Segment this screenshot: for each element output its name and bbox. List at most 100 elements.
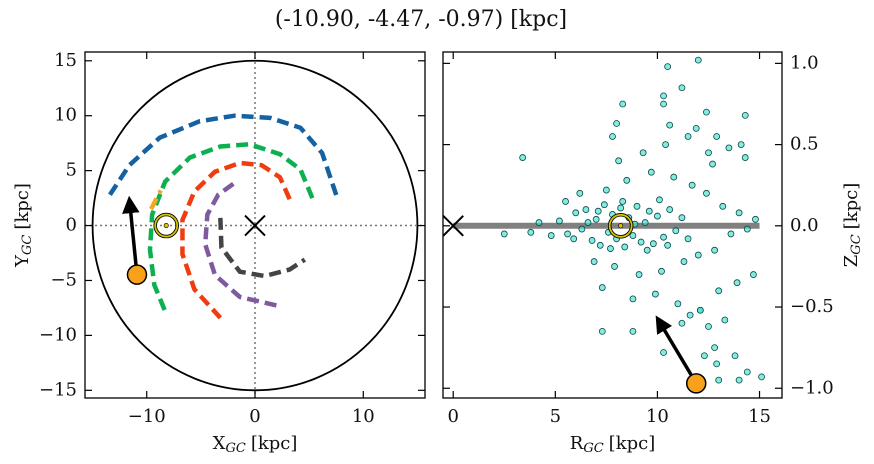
point <box>535 219 543 226</box>
point <box>737 141 745 148</box>
axes-frame <box>442 51 783 399</box>
point <box>713 360 721 368</box>
x-tick-label: 5 <box>550 406 561 427</box>
point <box>672 227 680 235</box>
point <box>715 287 723 295</box>
sun-marker-ring <box>154 213 179 238</box>
point <box>733 279 741 287</box>
sun-marker-ring <box>608 213 633 238</box>
figure-title: (-10.90, -4.47, -0.97) [kpc] <box>275 7 567 32</box>
axis-label-unit: [kpc] <box>12 183 33 230</box>
point <box>611 263 618 270</box>
point <box>750 271 757 278</box>
axis-label-text: ZGC [kpc] <box>841 183 864 267</box>
plot-area <box>85 52 425 398</box>
point <box>727 230 735 238</box>
point <box>694 56 702 64</box>
point <box>651 290 659 298</box>
point <box>598 327 606 335</box>
point <box>623 176 631 184</box>
point <box>686 311 694 319</box>
point <box>731 352 739 360</box>
galaxy-circle <box>91 59 419 392</box>
y-tick-label: 1.0 <box>790 52 819 73</box>
point <box>600 201 608 209</box>
point <box>688 181 696 189</box>
point <box>647 168 655 176</box>
point <box>556 217 563 225</box>
x-tick-label: 0 <box>447 406 458 427</box>
point <box>570 235 578 243</box>
arrow <box>655 315 698 385</box>
point <box>709 160 716 168</box>
point <box>694 251 702 259</box>
point <box>658 267 665 275</box>
point <box>527 228 535 236</box>
point <box>635 271 643 278</box>
point <box>660 233 667 241</box>
point <box>696 306 704 314</box>
point <box>674 300 682 308</box>
point <box>633 202 641 210</box>
point <box>621 243 629 251</box>
axis-label-text: RGC [kpc] <box>570 433 655 456</box>
point <box>656 196 663 204</box>
point <box>678 84 686 92</box>
point <box>666 121 674 129</box>
point <box>500 230 508 238</box>
point <box>564 230 571 238</box>
arm <box>202 181 279 308</box>
axis-label-main: R <box>570 433 584 454</box>
arm <box>218 217 307 279</box>
y-tick-label: 0 <box>66 215 77 236</box>
y-tick-label: −5 <box>50 269 77 290</box>
arm <box>149 189 163 211</box>
point <box>619 198 627 205</box>
point <box>705 149 712 157</box>
point <box>643 246 651 254</box>
point <box>660 100 667 108</box>
y-tick-label: −1.0 <box>790 377 834 398</box>
center-marker <box>443 215 464 237</box>
point <box>678 214 686 222</box>
x-tick-label: 15 <box>748 406 771 427</box>
point <box>692 124 700 132</box>
point <box>615 157 623 165</box>
axis-label-unit: [kpc] <box>609 433 656 454</box>
point <box>592 215 600 223</box>
point <box>594 207 602 215</box>
point <box>684 235 692 243</box>
axis-label: XGC [kpc] <box>213 433 298 456</box>
axis-label-main: Y <box>12 254 33 268</box>
x-tick-label: 10 <box>352 406 375 427</box>
point <box>741 111 749 119</box>
axis-label: RGC [kpc] <box>570 433 655 456</box>
point <box>741 154 749 161</box>
axis-label-sub: GC <box>583 441 603 456</box>
arrow <box>122 195 140 275</box>
point <box>602 186 610 194</box>
point <box>711 246 719 254</box>
point <box>743 225 751 233</box>
point <box>637 238 645 246</box>
point <box>613 120 620 127</box>
axis-label-text: XGC [kpc] <box>213 433 298 456</box>
y-tick-label: −0.5 <box>790 296 834 317</box>
point <box>617 204 625 212</box>
point <box>713 133 721 140</box>
point <box>572 209 580 217</box>
point <box>703 189 710 197</box>
arm <box>180 160 292 320</box>
point <box>711 344 719 352</box>
point <box>664 63 672 71</box>
y-tick-label: 15 <box>54 50 77 71</box>
point <box>649 240 657 248</box>
axis-label: ZGC [kpc] <box>841 183 864 267</box>
point <box>607 245 614 252</box>
point <box>700 352 708 360</box>
point <box>752 215 759 223</box>
point <box>684 133 692 140</box>
axis-label-unit: [kpc] <box>841 183 862 230</box>
x-tick-label: −10 <box>128 406 166 427</box>
